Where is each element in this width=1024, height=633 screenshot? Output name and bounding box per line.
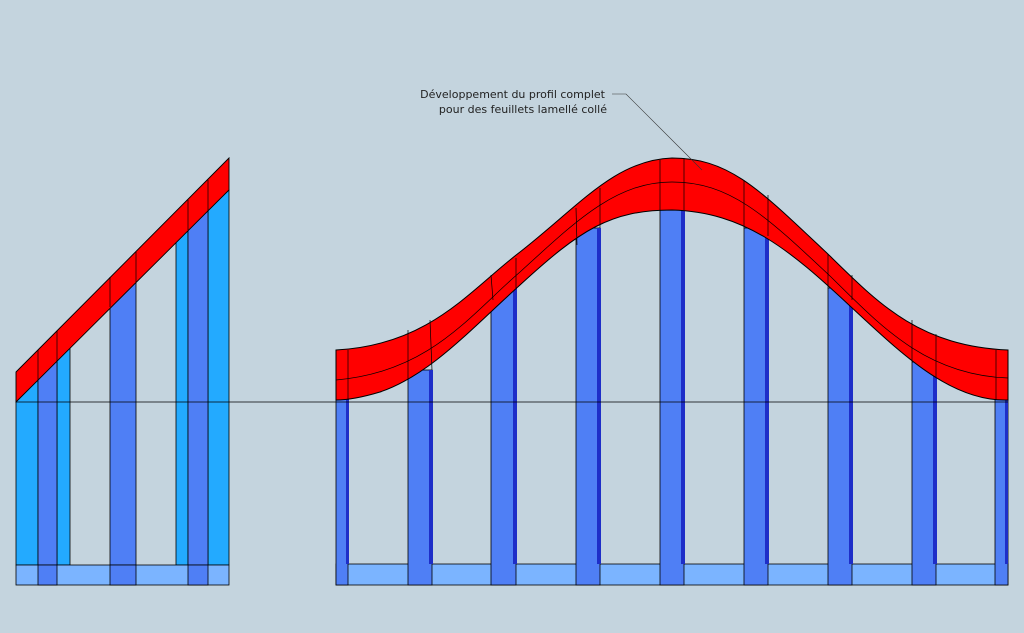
left-wall-stud-light — [56, 344, 71, 566]
right-wall-stud — [575, 227, 601, 586]
right-wall-stud — [335, 397, 349, 586]
annotation-line-2: pour des feuillets lamellé collé — [439, 103, 607, 116]
left-wall-stud — [37, 356, 58, 586]
right-wall-laminated-profile — [335, 157, 1009, 401]
left-wall-laminated-beam — [15, 156, 230, 404]
right-wall-stud — [827, 287, 853, 586]
right-wall-stud — [743, 227, 769, 586]
left-wall-stud — [187, 209, 209, 586]
annotation-leader-line — [612, 93, 703, 171]
annotation: Développement du profil complet pour des… — [420, 88, 703, 171]
right-wall-stud — [659, 209, 685, 586]
left-wall-frame — [15, 156, 230, 586]
right-wall-stud — [994, 397, 1009, 586]
right-wall-frame — [335, 157, 1009, 586]
left-wall-stud — [109, 278, 137, 586]
right-wall-stud — [407, 369, 433, 586]
right-wall-lamination-line — [335, 181, 1009, 381]
left-wall-stud-light — [175, 229, 189, 566]
right-wall-stud — [911, 361, 937, 586]
annotation-line-1: Développement du profil complet — [420, 88, 606, 101]
left-wall-light-panel-left — [15, 377, 39, 566]
right-wall-segment-joints — [347, 158, 997, 400]
left-wall-light-panel-right — [207, 189, 230, 566]
right-wall-stud — [490, 287, 517, 586]
